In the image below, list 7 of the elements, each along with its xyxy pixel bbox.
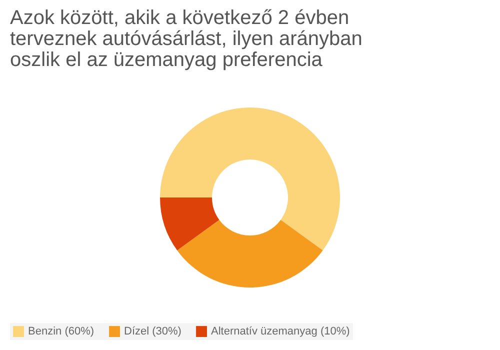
donut-slice [160, 108, 340, 250]
legend-label: Benzin (60%) [28, 326, 94, 338]
legend-label: Alternatív üzemanyag (10%) [211, 326, 350, 338]
chart-title: Azok között, akik a következő 2 évben terveznek autóvásárlást, ilyen arányban oszlik el az üzemanyag preferencia [10, 7, 362, 71]
donut-slice [177, 220, 323, 288]
legend-label: Dízel (30%) [124, 326, 182, 338]
donut-slice [160, 198, 220, 250]
